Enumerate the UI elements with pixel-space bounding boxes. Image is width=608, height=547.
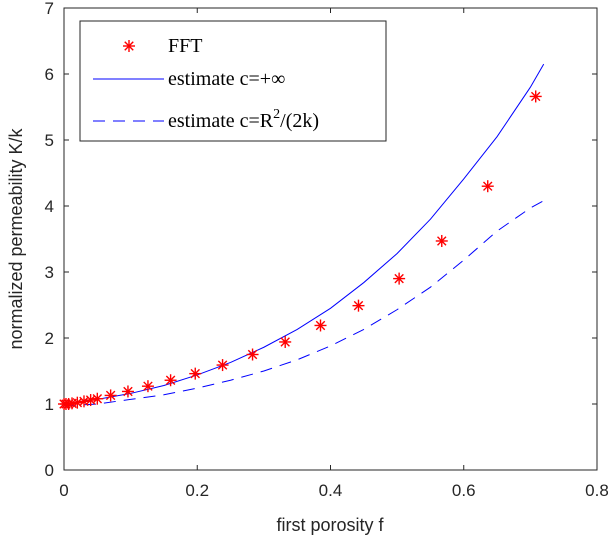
y-tick-label: 0 [45, 461, 54, 480]
data-point [352, 300, 364, 312]
legend-dashed-label: estimate c=R2/(2k) [168, 107, 319, 132]
data-point [247, 349, 259, 361]
y-tick-label: 6 [45, 65, 54, 84]
y-tick-label: 7 [45, 0, 54, 18]
data-point [105, 389, 117, 401]
x-tick-label: 0.6 [452, 481, 476, 500]
data-point [279, 336, 291, 348]
x-tick-label: 0.2 [185, 481, 209, 500]
data-point [91, 393, 103, 405]
data-point [165, 374, 177, 386]
legend-dashed-label-sup: 2 [273, 107, 280, 122]
legend-dashed-label-base: estimate c=R [168, 110, 274, 132]
data-point [315, 319, 327, 331]
data-point [122, 385, 134, 397]
x-tick-label: 0.4 [319, 481, 343, 500]
legend-fft-label: FFT [168, 35, 202, 57]
data-point [530, 90, 542, 102]
x-axis-title: first porosity f [276, 515, 384, 535]
y-tick-label: 3 [45, 263, 54, 282]
legend-dashed-label-tail: /(2k) [280, 110, 319, 132]
legend-fft-marker [123, 40, 135, 52]
x-tick-label: 0 [59, 481, 68, 500]
data-point [436, 235, 448, 247]
data-point [189, 368, 201, 380]
y-axis-title: normalized permeability K/k [6, 127, 26, 349]
legend-solid-label: estimate c=+∞ [168, 68, 285, 90]
y-tick-label: 4 [45, 197, 54, 216]
data-point [217, 359, 229, 371]
asterisk-icon [123, 40, 135, 52]
data-point [393, 273, 405, 285]
y-tick-label: 5 [45, 131, 54, 150]
x-tick-label: 0.8 [585, 481, 608, 500]
legend: FFT estimate c=+∞ estimate c=R2/(2k) [80, 21, 386, 141]
data-point [142, 380, 154, 392]
y-tick-label: 2 [45, 329, 54, 348]
y-tick-label: 1 [45, 395, 54, 414]
data-point [482, 180, 494, 192]
